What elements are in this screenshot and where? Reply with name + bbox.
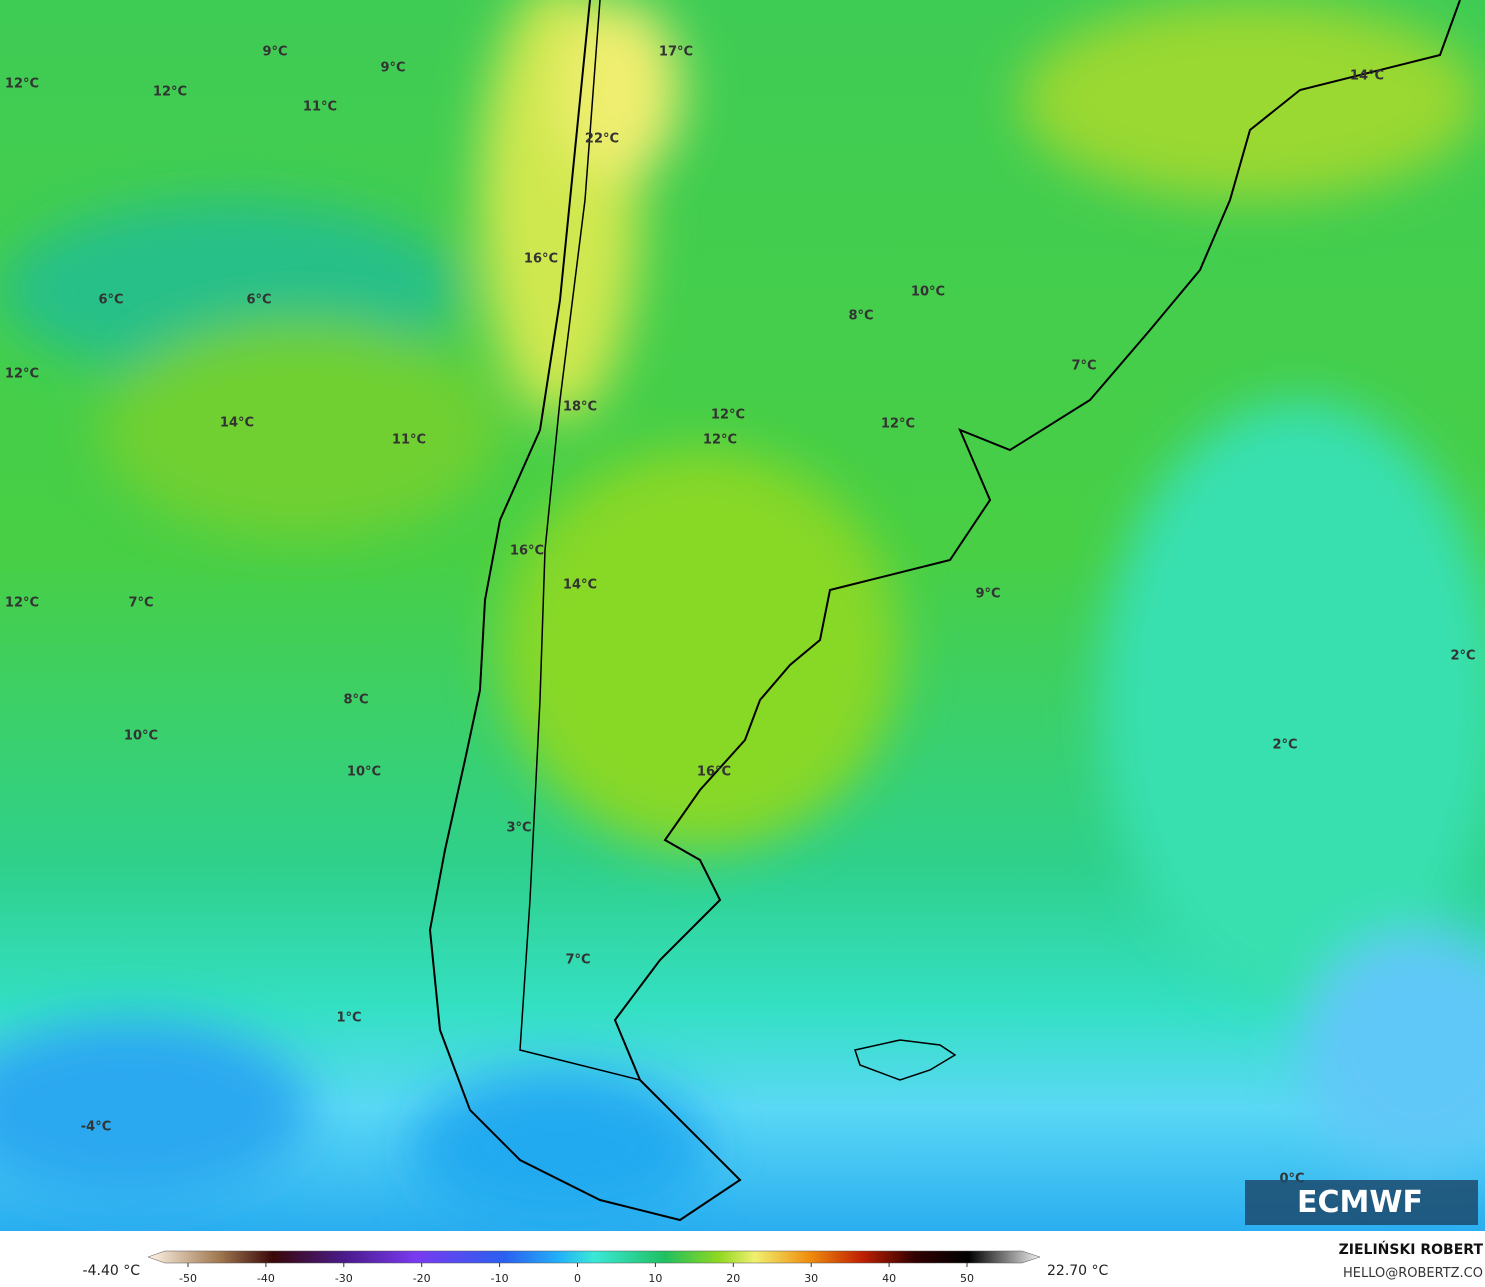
colorbar-tick-label: 10 <box>648 1272 662 1285</box>
temperature-label: 6°C <box>98 293 123 308</box>
temperature-label: 6°C <box>246 293 271 308</box>
temperature-label: 16°C <box>524 252 558 267</box>
colorbar-tick-label: 50 <box>960 1272 974 1285</box>
temperature-label: 16°C <box>697 765 731 780</box>
temperature-label: 8°C <box>848 309 873 324</box>
temperature-label: 14°C <box>220 416 254 431</box>
border <box>519 0 641 1081</box>
temperature-label: 12°C <box>153 85 187 100</box>
temperature-label: 12°C <box>703 433 737 448</box>
author: ZIELIŃSKI ROBERT <box>1339 1240 1484 1258</box>
colorbar <box>147 1250 1041 1264</box>
temperature-label: 8°C <box>343 693 368 708</box>
temperature-label: 3°C <box>506 821 531 836</box>
temperature-label: 12°C <box>5 367 39 382</box>
temperature-label: 11°C <box>392 433 426 448</box>
colorbar-min: -4.40 °C <box>83 1263 141 1279</box>
temperature-label: 12°C <box>5 596 39 611</box>
temperature-label: 1°C <box>336 1011 361 1026</box>
temperature-label: 7°C <box>128 596 153 611</box>
temperature-label: 9°C <box>380 61 405 76</box>
temperature-label: 18°C <box>563 400 597 415</box>
temperature-label: 2°C <box>1272 738 1297 753</box>
temperature-label: 16°C <box>510 544 544 559</box>
falkland-islands <box>854 1039 957 1081</box>
colorbar-tick-label: 30 <box>804 1272 818 1285</box>
colorbar-tick-label: -50 <box>179 1272 197 1285</box>
colorbar-max: 22.70 °C <box>1047 1263 1109 1279</box>
colorbar-tick-label: -30 <box>335 1272 353 1285</box>
colorbar-tick-label: -40 <box>257 1272 275 1285</box>
logo: ECMWF <box>1297 1185 1423 1220</box>
temperature-label: 9°C <box>975 587 1000 602</box>
temperature-label: 22°C <box>585 132 619 147</box>
colorbar-ticks: -50 -40 -30 -20 -10 0 10 20 30 40 50 <box>179 1263 974 1285</box>
colorbar-tick-label: -20 <box>413 1272 431 1285</box>
temperature-label: 10°C <box>347 765 381 780</box>
temperature-label: 7°C <box>565 953 590 968</box>
temperature-label: 2°C <box>1450 649 1475 664</box>
temperature-label: 14°C <box>563 578 597 593</box>
temperature-label: 17°C <box>659 45 693 60</box>
temperature-label: 9°C <box>262 45 287 60</box>
temperature-field <box>0 0 1485 1230</box>
temperature-label: 11°C <box>303 100 337 115</box>
temperature-label: 10°C <box>911 285 945 300</box>
colorbar-tick-label: 20 <box>726 1272 740 1285</box>
temperature-label: 12°C <box>711 408 745 423</box>
logo-box <box>1245 1180 1478 1225</box>
temperature-label: 7°C <box>1071 359 1096 374</box>
map-labels: 9°C 9°C 12°C 12°C 11°C 17°C 14°C 22°C 16°C 6°C 6°C… <box>5 45 1476 1187</box>
colorbar-tick-label: 0 <box>574 1272 581 1285</box>
temperature-label: 14°C <box>1350 69 1384 84</box>
temperature-label: 12°C <box>5 77 39 92</box>
temperature-label: -4°C <box>81 1120 111 1135</box>
temperature-label: 12°C <box>881 417 915 432</box>
colorbar-tick-label: 40 <box>882 1272 896 1285</box>
temperature-label: 10°C <box>124 729 158 744</box>
colorbar-tick-label: -10 <box>491 1272 509 1285</box>
email: HELLO@ROBERTZ.CO <box>1343 1266 1483 1281</box>
coastline <box>428 0 1461 1222</box>
